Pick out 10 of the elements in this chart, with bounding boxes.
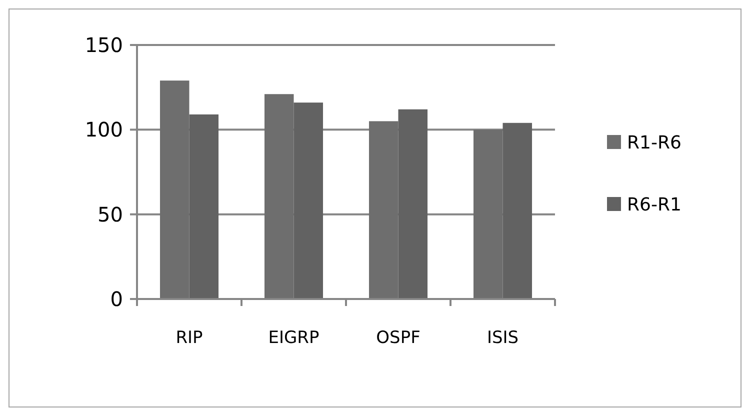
y-tick-label: 0 <box>110 287 123 311</box>
y-tick-label: 50 <box>98 202 123 226</box>
x-tick-label: EIGRP <box>268 328 320 348</box>
legend-label: R6-R1 <box>627 194 682 216</box>
y-tick-label: 150 <box>84 33 123 57</box>
x-tick-label: OSPF <box>376 328 420 348</box>
x-tick-label: RIP <box>176 328 203 348</box>
y-tick-label: 100 <box>84 118 123 142</box>
x-tick-label: ISIS <box>486 328 519 348</box>
legend-label: R1-R6 <box>627 132 682 154</box>
